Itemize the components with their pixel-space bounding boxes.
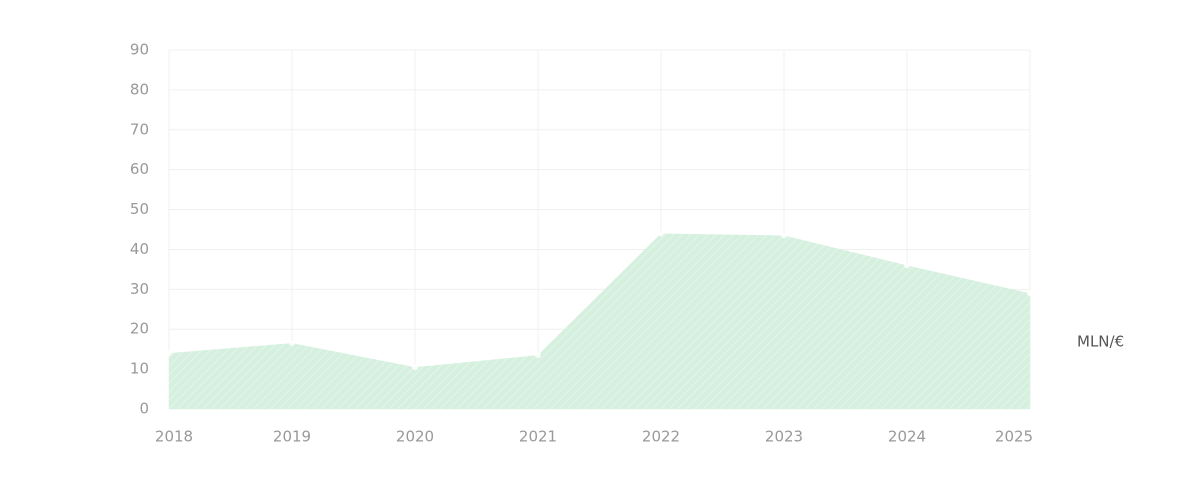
x-tick-label: 2018: [155, 428, 193, 446]
y-tick-label: 70: [130, 120, 149, 138]
point: [412, 364, 418, 371]
x-tick-label: 2022: [642, 428, 680, 446]
point: [535, 352, 541, 359]
y-tick-label: 10: [130, 360, 149, 378]
y-tick-label: 50: [130, 200, 149, 218]
point: [658, 230, 664, 237]
point: [1027, 290, 1033, 297]
x-tick-label: 2019: [273, 428, 311, 446]
y-tick-label: 60: [130, 160, 149, 178]
y-tick-label: 30: [130, 280, 149, 298]
x-tick-label: 2025: [995, 428, 1033, 446]
unit-label: MLN/€: [1077, 333, 1124, 351]
point: [289, 340, 295, 347]
y-tick-label: 20: [130, 320, 149, 338]
point: [781, 232, 787, 239]
x-tick-label: 2023: [765, 428, 803, 446]
x-tick-label: 2021: [519, 428, 557, 446]
area: [169, 233, 1030, 409]
y-tick-label: 80: [130, 80, 149, 98]
x-tick-label: 2024: [888, 428, 926, 446]
x-tick-label: 2020: [396, 428, 434, 446]
point: [166, 350, 172, 357]
y-tick-label: 40: [130, 240, 149, 258]
y-tick-label: 90: [130, 41, 149, 59]
point: [904, 262, 910, 269]
y-tick-label: 0: [139, 400, 149, 418]
